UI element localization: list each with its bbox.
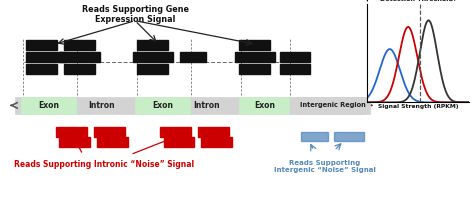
Bar [301, 132, 328, 141]
Bar [164, 137, 194, 147]
Bar [180, 52, 206, 62]
Bar [26, 40, 57, 50]
Bar [26, 52, 66, 62]
Bar [239, 97, 289, 114]
Text: Exon: Exon [254, 101, 275, 110]
Text: Exon: Exon [38, 101, 59, 110]
Text: Exon: Exon [152, 101, 173, 110]
Text: Reads Supporting Intronic “Noise” Signal: Reads Supporting Intronic “Noise” Signal [14, 160, 194, 169]
Bar [59, 137, 90, 147]
Bar [280, 52, 310, 62]
Bar [135, 97, 190, 114]
Bar [133, 52, 173, 62]
Bar [280, 64, 310, 74]
Bar [26, 64, 57, 74]
Bar [56, 127, 87, 137]
Bar [64, 40, 95, 50]
X-axis label: Signal Strength (RPKM): Signal Strength (RPKM) [378, 104, 458, 109]
Bar [235, 52, 275, 62]
Bar [201, 137, 232, 147]
Bar [15, 97, 364, 114]
Bar [334, 132, 364, 141]
Text: Intron: Intron [193, 101, 219, 110]
Bar [239, 64, 270, 74]
Bar [97, 137, 128, 147]
Bar [94, 127, 125, 137]
Bar [198, 127, 229, 137]
Bar [64, 64, 95, 74]
Bar [137, 64, 168, 74]
Title: Detection Threshold?: Detection Threshold? [380, 0, 456, 2]
Bar [21, 97, 76, 114]
Bar [239, 40, 270, 50]
Bar [59, 52, 100, 62]
Text: Reads Supporting
Intergenic “Noise” Signal: Reads Supporting Intergenic “Noise” Sign… [274, 160, 375, 173]
Bar [137, 40, 168, 50]
Text: Intergenic Region: Intergenic Region [300, 102, 365, 108]
Text: Reads Supporting Gene
Expression Signal: Reads Supporting Gene Expression Signal [82, 5, 189, 24]
Bar [296, 97, 370, 114]
Text: Intron: Intron [89, 101, 115, 110]
Bar [160, 127, 191, 137]
